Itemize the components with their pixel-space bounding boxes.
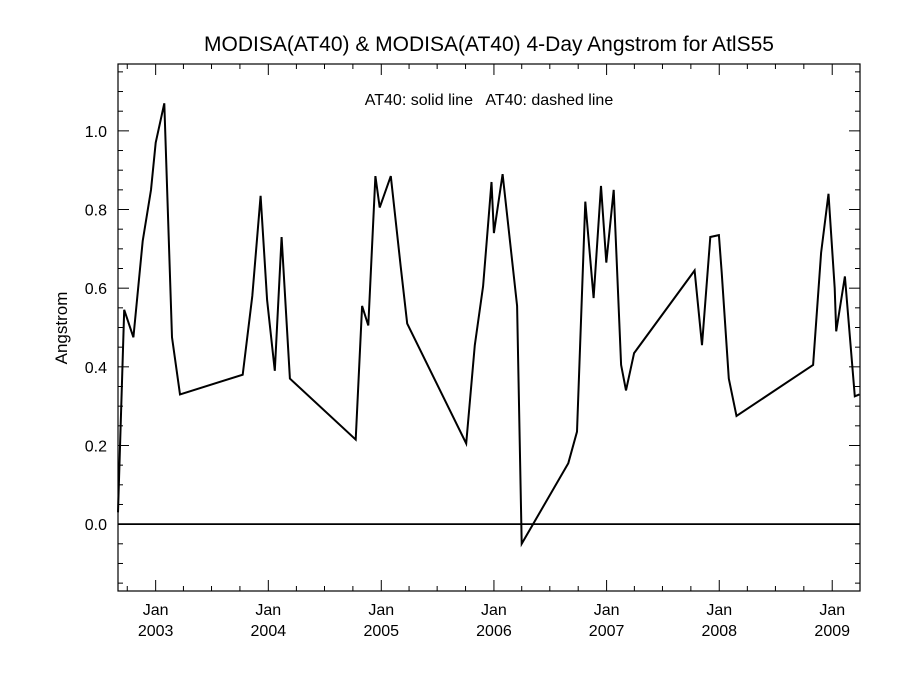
y-tick-label: 0.6 xyxy=(85,281,107,298)
chart-title: MODISA(AT40) & MODISA(AT40) 4-Day Angstr… xyxy=(204,33,774,56)
x-tick-month-label: Jan xyxy=(594,602,620,619)
x-tick-month-label: Jan xyxy=(255,602,281,619)
x-tick-year-label: 2009 xyxy=(814,623,850,640)
x-tick-year-label: 2004 xyxy=(251,623,287,640)
y-tick-label: 0.8 xyxy=(85,203,107,220)
y-axis-label: Angstrom xyxy=(52,292,71,365)
x-tick-month-label: Jan xyxy=(143,602,169,619)
plot-frame xyxy=(117,63,861,592)
legend-annotation: AT40: solid line AT40: dashed line xyxy=(365,92,614,109)
y-tick-label: 0.4 xyxy=(85,360,107,377)
series-line-solid xyxy=(117,103,860,548)
x-tick-year-label: 2003 xyxy=(138,623,174,640)
x-tick-month-label: Jan xyxy=(819,602,845,619)
x-tick-year-label: 2005 xyxy=(363,623,399,640)
y-tick-label: 0.0 xyxy=(85,517,107,534)
x-tick-year-label: 2006 xyxy=(476,623,512,640)
x-tick-month-label: Jan xyxy=(706,602,732,619)
y-tick-label: 1.0 xyxy=(85,124,107,141)
x-tick-year-label: 2007 xyxy=(589,623,625,640)
y-tick-label: 0.2 xyxy=(85,438,107,455)
x-tick-month-label: Jan xyxy=(481,602,507,619)
x-tick-year-label: 2008 xyxy=(701,623,737,640)
x-tick-month-label: Jan xyxy=(368,602,394,619)
